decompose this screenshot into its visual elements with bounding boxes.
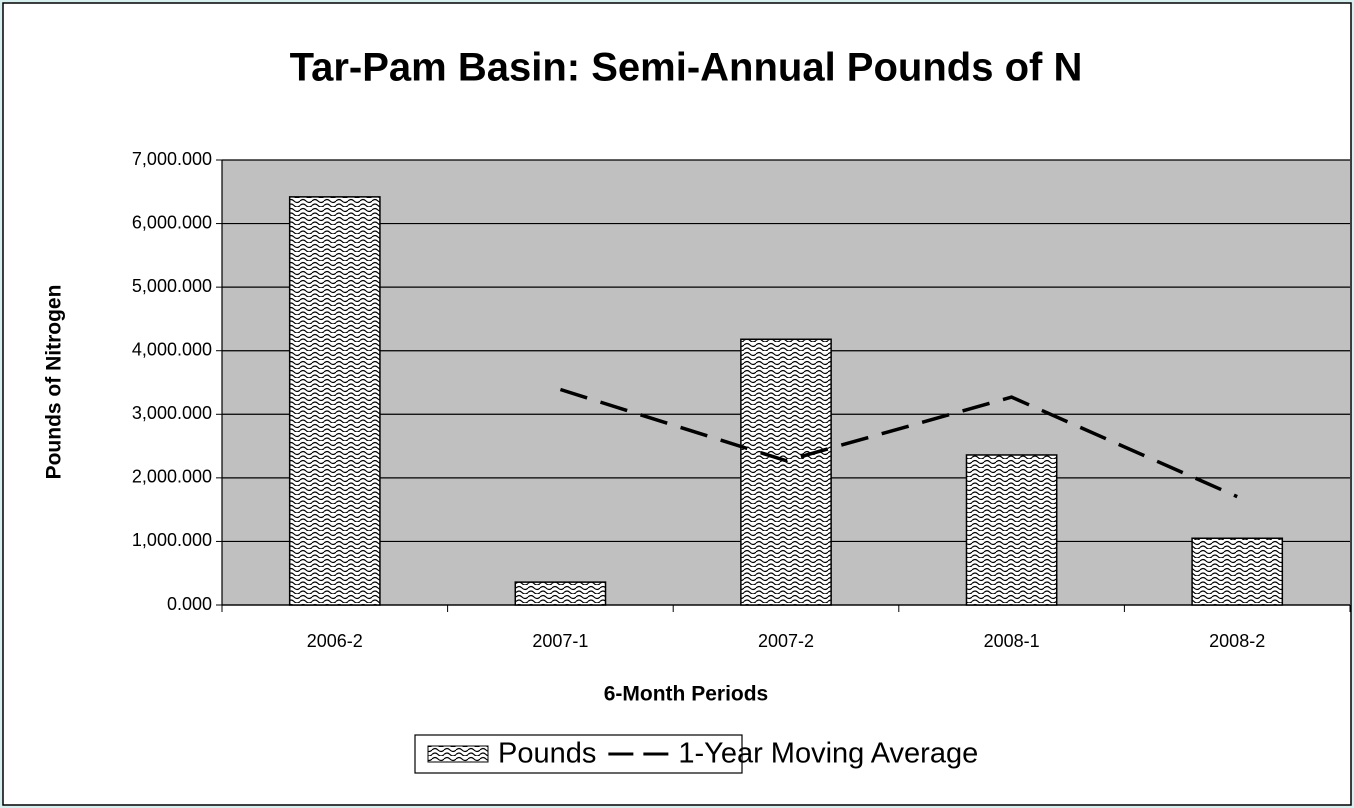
- bar: [1191, 537, 1284, 606]
- chart-title: Tar-Pam Basin: Semi-Annual Pounds of N: [290, 46, 1083, 90]
- x-tick-label: 2007-2: [758, 631, 814, 651]
- x-axis-label: 6-Month Periods: [604, 683, 769, 706]
- x-tick-label: 2008-2: [1209, 631, 1265, 651]
- x-tick-label: 2007-1: [532, 631, 588, 651]
- x-tick-label: 2006-2: [307, 631, 363, 651]
- y-tick-label: 2,000.000: [132, 467, 212, 487]
- legend-label: 1-Year Moving Average: [678, 738, 978, 770]
- bar: [740, 338, 832, 606]
- legend-label: Pounds: [498, 738, 596, 770]
- y-tick-label: 5,000.000: [132, 276, 212, 296]
- bar: [514, 581, 607, 606]
- y-tick-label: 0.000: [167, 594, 212, 614]
- bar: [288, 196, 381, 606]
- line-series: [559, 387, 1238, 499]
- legend-swatch: [427, 745, 489, 763]
- x-tick-label: 2008-1: [984, 631, 1040, 651]
- y-tick-label: 3,000.000: [132, 403, 212, 423]
- y-tick-label: 7,000.000: [132, 149, 212, 169]
- y-tick-label: 1,000.000: [132, 530, 212, 550]
- y-tick-label: 6,000.000: [132, 212, 212, 232]
- y-axis-label: Pounds of Nitrogen: [43, 285, 66, 480]
- y-tick-label: 4,000.000: [132, 339, 212, 359]
- bar: [965, 454, 1058, 606]
